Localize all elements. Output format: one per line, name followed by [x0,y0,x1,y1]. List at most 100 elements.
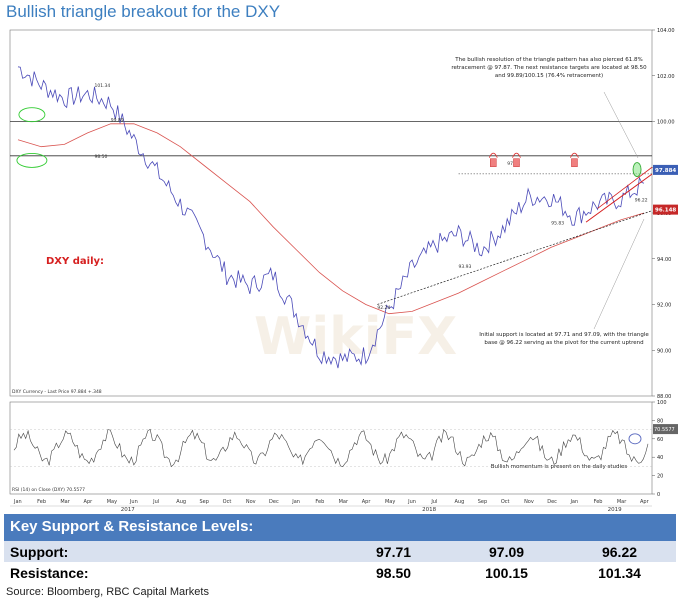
price-label: 95.83 [551,220,564,226]
support-value-2: 97.09 [489,543,525,560]
x-month-label: Feb [37,499,46,505]
x-month-label: Nov [524,499,534,505]
top-note-text: The bullish resolution of the triangle p… [454,57,642,63]
price-label: 92.24 [377,305,390,311]
mid-note-text: Initial support is located at 97.71 and … [479,332,649,338]
early-level-circle [16,152,48,168]
right-axis-marker-label: 97.884 [655,168,676,174]
triangle-support-line [597,166,653,209]
x-month-label: Feb [315,499,324,505]
y-tick-label: 94.00 [657,257,671,263]
rsi-line [13,428,649,468]
peak-arc-marker [570,152,579,158]
rsi-marker-label: 70.5577 [654,427,675,433]
x-month-label: Oct [501,499,510,505]
rsi-tick-label: 40 [657,455,663,461]
top-note-text: retracement @ 97.87. The next resistance… [451,65,647,71]
x-month-label: Sep [199,499,208,505]
x-month-label: Jul [152,499,159,505]
x-month-label: Jan [291,499,300,505]
resistance-label: Resistance: [10,564,89,581]
price-label: 101.34 [95,83,111,89]
moving-average-line [17,123,645,315]
x-month-label: Jul [430,499,437,505]
x-month-label: Feb [594,499,603,505]
dxy-chart: WikiFX104.00102.00100.0098.0096.0094.009… [4,24,682,514]
x-month-label: May [385,499,395,505]
top-note-text: and 99.89/100.15 (76.4% retracement) [495,73,603,79]
x-month-label: Oct [223,499,232,505]
price-label: 99.89 [111,118,124,124]
price-label: 93.93 [459,264,472,270]
resistance-value-1: 98.50 [376,564,412,581]
x-month-label: Mar [60,499,70,505]
rsi-marker [653,424,679,435]
chart-title: Bullish triangle breakout for the DXY [6,2,281,21]
x-year-label: 2017 [121,507,135,513]
support-label: Support: [10,543,69,560]
rsi-tick-label: 60 [657,437,663,443]
support-value-1: 97.71 [376,543,412,560]
rsi-legend: RSI (14) on Close (DXY) 70.5577 [12,487,85,493]
x-month-label: Dec [547,499,557,505]
early-top-circle [18,107,46,123]
rsi-tick-label: 100 [657,400,667,406]
dxy-price-line [17,66,645,369]
y-tick-label: 100.00 [657,120,675,126]
peak-arc-marker [488,152,498,158]
x-month-label: Mar [617,499,627,505]
price-label: 98.50 [95,154,108,160]
x-month-label: Apr [84,499,94,505]
dxy-daily-label: DXY daily: [46,256,104,267]
source-note: Source: Bloomberg, RBC Capital Markets [6,586,209,598]
resistance-value-3: 101.34 [598,564,641,581]
rsi-tick-label: 80 [657,418,663,424]
rsi-tick-label: 0 [657,492,660,498]
x-year-label: 2018 [422,507,436,513]
resistance-row: Resistance: 98.50 100.15 101.34 [4,562,676,583]
watermark: WikiFX [254,307,457,367]
peak-highlight-marker [571,158,578,167]
price-legend: DXY Currency - Last Price 97.884 +.348 [12,389,102,395]
x-month-label: Sep [478,499,487,505]
rsi-panel [9,401,653,495]
x-year-label: 2019 [608,507,622,513]
right-axis-marker [653,204,682,215]
breakout-circle [632,162,642,177]
x-month-label: Nov [246,499,256,505]
x-month-label: Apr [362,499,372,505]
support-row: Support: 97.71 97.09 96.22 [4,541,676,562]
x-month-label: May [107,499,117,505]
x-month-label: Jun [407,499,416,505]
x-month-label: Apr [640,499,650,505]
x-month-label: Aug [176,499,186,505]
x-month-label: Jan [569,499,578,505]
mid-note-leader [593,218,645,330]
triangle-base-line [377,210,653,305]
resistance-value-2: 100.15 [485,564,528,581]
right-axis-marker [653,164,682,175]
support-value-3: 96.22 [601,543,638,560]
peak-highlight-marker [490,158,497,167]
rsi-tick-label: 20 [657,474,663,480]
price-label: 96.22 [635,198,648,204]
rsi-momentum-circle [628,433,642,445]
x-month-label: Dec [269,499,279,505]
price-panel [9,29,653,397]
x-month-label: Jan [13,499,22,505]
y-tick-label: 90.00 [657,348,671,354]
triangle-upper-breakout-line [585,173,653,223]
y-tick-label: 88.00 [657,394,671,400]
levels-table: Key Support & Resistance Levels: Support… [4,514,676,583]
x-month-label: Mar [339,499,349,505]
y-tick-label: 102.00 [657,74,675,80]
right-axis-marker-label: 96.148 [655,208,676,214]
rsi-note-text: Bullish momentum is present on the daily… [491,464,628,470]
mid-note-text: base @ 96.22 serving as the pivot for th… [484,340,643,346]
y-tick-label: 92.00 [657,303,671,309]
y-tick-label: 104.00 [657,28,675,34]
top-note-leader [603,91,639,159]
peak-arc-marker [512,152,521,158]
levels-table-header: Key Support & Resistance Levels: [4,514,676,541]
x-month-label: Aug [455,499,465,505]
